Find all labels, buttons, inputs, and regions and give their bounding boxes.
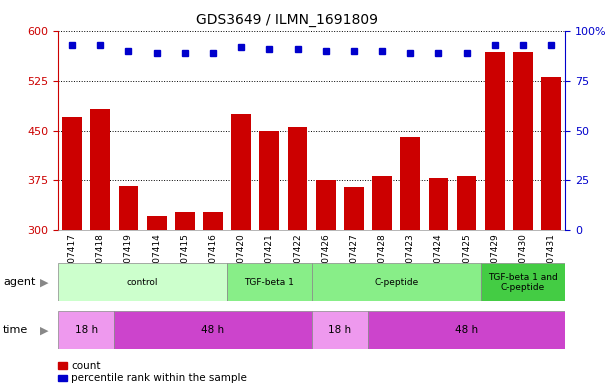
Text: ▶: ▶ [40,277,48,287]
Bar [312,311,368,349]
Bar [372,176,392,384]
Text: percentile rank within the sample: percentile rank within the sample [71,373,247,383]
Text: 18 h: 18 h [75,325,98,335]
Bar [227,263,312,301]
Text: agent: agent [3,277,35,287]
Bar [513,52,533,384]
Text: 18 h: 18 h [328,325,351,335]
Bar [119,186,138,384]
Bar [288,127,307,384]
Text: 48 h: 48 h [455,325,478,335]
Bar [481,263,565,301]
Text: ▶: ▶ [40,325,48,335]
Text: count: count [71,361,101,371]
Bar [428,179,448,384]
Bar [316,180,335,384]
Bar [260,131,279,384]
Bar [62,117,82,384]
Bar [344,187,364,384]
Bar [312,263,481,301]
Text: GDS3649 / ILMN_1691809: GDS3649 / ILMN_1691809 [196,13,378,27]
Text: 48 h: 48 h [202,325,225,335]
Bar [58,311,114,349]
Text: time: time [3,325,28,335]
Bar [90,109,110,384]
Text: control: control [127,278,158,287]
Bar [232,114,251,384]
Bar [368,311,565,349]
Bar [541,77,561,384]
Text: TGF-beta 1 and
C-peptide: TGF-beta 1 and C-peptide [488,273,558,292]
Bar [485,52,505,384]
Bar [203,212,223,384]
Bar [456,176,477,384]
Bar [175,212,195,384]
Text: TGF-beta 1: TGF-beta 1 [244,278,295,287]
Bar [147,216,167,384]
Bar [114,311,312,349]
Text: C-peptide: C-peptide [374,278,419,287]
Bar [400,137,420,384]
Bar [58,263,227,301]
